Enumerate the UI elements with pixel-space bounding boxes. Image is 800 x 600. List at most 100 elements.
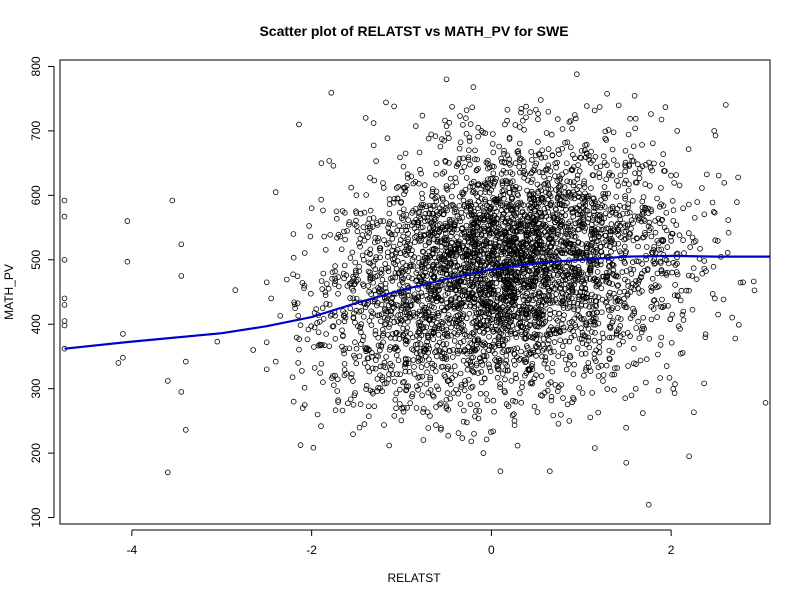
scatter-point — [422, 218, 428, 225]
scatter-point — [400, 233, 407, 240]
scatter-point — [403, 227, 410, 234]
scatter-point — [502, 240, 509, 247]
scatter-point — [527, 236, 533, 242]
scatter-point — [391, 255, 398, 261]
scatter-point — [523, 233, 529, 240]
scatter-point — [586, 344, 592, 351]
scatter-point — [377, 282, 384, 289]
scatter-point — [654, 284, 660, 291]
scatter-point — [657, 375, 663, 381]
scatter-point — [614, 305, 621, 311]
scatter-point — [501, 210, 507, 217]
scatter-point — [367, 225, 373, 232]
scatter-point — [617, 316, 624, 322]
scatter-point — [737, 279, 744, 286]
scatter-point — [582, 333, 589, 340]
scatter-point — [547, 307, 553, 313]
scatter-point — [357, 210, 364, 217]
scatter-point — [668, 238, 674, 244]
scatter-point — [592, 205, 599, 211]
scatter-point — [605, 190, 611, 197]
scatter-point — [392, 330, 399, 337]
scatter-point — [306, 223, 312, 229]
scatter-point — [523, 229, 530, 236]
scatter-point — [483, 322, 490, 329]
scatter-point — [372, 256, 379, 263]
scatter-point — [431, 217, 438, 223]
scatter-point — [388, 299, 395, 305]
scatter-point — [335, 290, 341, 297]
scatter-point — [473, 323, 480, 329]
scatter-point — [488, 429, 494, 435]
scatter-point — [335, 397, 341, 404]
scatter-point — [521, 127, 527, 133]
scatter-point — [623, 424, 629, 431]
scatter-point — [507, 224, 514, 230]
scatter-point — [709, 199, 716, 206]
scatter-point — [627, 315, 634, 321]
scatter-point — [658, 246, 665, 253]
scatter-point — [512, 160, 519, 166]
scatter-point — [509, 322, 516, 329]
scatter-point — [544, 332, 551, 339]
scatter-point — [519, 324, 526, 331]
scatter-point — [663, 210, 670, 216]
scatter-point — [478, 358, 485, 365]
scatter-point — [631, 213, 638, 220]
scatter-point — [500, 332, 506, 338]
scatter-point — [593, 244, 599, 251]
scatter-point — [482, 189, 489, 195]
scatter-point — [527, 278, 533, 285]
scatter-point — [347, 295, 353, 301]
scatter-point — [232, 287, 239, 293]
scatter-point — [625, 204, 631, 211]
scatter-point — [403, 386, 410, 393]
scatter-point — [383, 295, 390, 301]
scatter-point — [340, 332, 346, 339]
scatter-point — [501, 147, 507, 154]
scatter-point — [562, 140, 568, 146]
y-tick-label: 200 — [29, 443, 43, 463]
scatter-point — [410, 357, 417, 363]
scatter-point — [430, 336, 437, 343]
scatter-point — [581, 289, 588, 295]
scatter-point — [502, 312, 508, 318]
scatter-point — [393, 185, 400, 191]
scatter-point — [568, 191, 574, 198]
scatter-point — [648, 233, 655, 240]
scatter-point — [571, 112, 578, 118]
scatter-point — [428, 321, 435, 328]
scatter-point — [652, 229, 659, 236]
scatter-point — [661, 303, 668, 309]
scatter-point — [558, 411, 564, 418]
scatter-point — [563, 247, 570, 253]
scatter-point — [656, 204, 663, 210]
scatter-point — [486, 230, 493, 236]
scatter-point — [413, 278, 419, 284]
scatter-point — [411, 364, 417, 370]
scatter-point — [558, 289, 565, 296]
scatter-point — [621, 295, 627, 302]
scatter-point — [353, 269, 359, 276]
scatter-point — [569, 287, 576, 294]
scatter-point — [467, 198, 474, 205]
scatter-point — [502, 307, 508, 314]
scatter-point — [372, 327, 379, 334]
scatter-point — [475, 124, 482, 131]
scatter-point — [622, 159, 629, 166]
scatter-point — [467, 249, 474, 255]
scatter-point — [538, 187, 544, 194]
scatter-point — [447, 175, 454, 182]
scatter-point — [574, 205, 581, 212]
scatter-point — [513, 274, 520, 281]
scatter-point — [658, 185, 664, 191]
scatter-point — [421, 182, 428, 188]
scatter-point — [352, 390, 358, 396]
scatter-point — [656, 247, 662, 253]
scatter-point — [301, 250, 308, 256]
scatter-point — [541, 174, 547, 180]
scatter-point — [347, 396, 354, 403]
scatter-point — [551, 339, 558, 345]
scatter-point — [415, 210, 422, 216]
scatter-point — [308, 323, 315, 330]
